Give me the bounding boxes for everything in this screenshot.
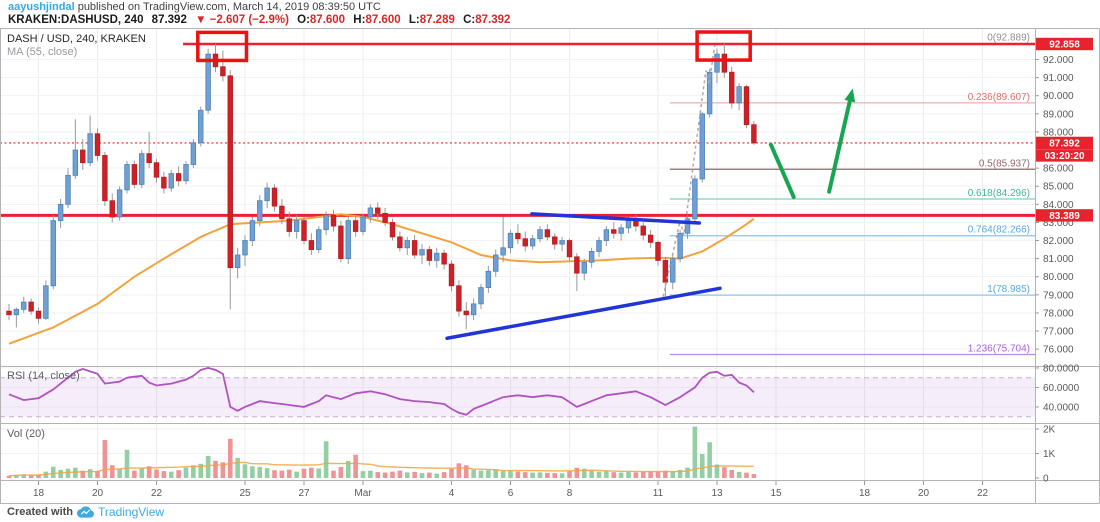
svg-text:78.000: 78.000	[1043, 308, 1074, 319]
annotations-layer	[196, 30, 856, 341]
svg-text:92.000: 92.000	[1043, 55, 1074, 66]
svg-text:0(92.889): 0(92.889)	[987, 32, 1030, 43]
svg-text:89.000: 89.000	[1043, 109, 1074, 120]
svg-text:6: 6	[508, 488, 514, 499]
svg-text:40.0000: 40.0000	[1043, 402, 1080, 413]
svg-text:13: 13	[711, 488, 723, 499]
svg-text:22: 22	[151, 488, 163, 499]
svg-text:1K: 1K	[1043, 449, 1056, 460]
svg-text:79.000: 79.000	[1043, 290, 1074, 301]
svg-text:15: 15	[770, 488, 782, 499]
svg-text:92.858: 92.858	[1049, 40, 1080, 51]
svg-text:86.000: 86.000	[1043, 164, 1074, 175]
svg-text:Mar: Mar	[354, 488, 372, 499]
rsi-line	[8, 366, 755, 416]
svg-text:83.389: 83.389	[1049, 211, 1080, 222]
svg-text:83.000: 83.000	[1043, 218, 1074, 229]
created-with-label: Created with	[7, 506, 74, 518]
tradingview-cloud-icon	[77, 506, 95, 518]
last-price: 87.392	[151, 14, 187, 26]
svg-text:87.392: 87.392	[1049, 138, 1080, 149]
svg-text:4: 4	[449, 488, 455, 499]
ohlc-open: O:87.600	[297, 14, 346, 26]
svg-text:1.236(75.704): 1.236(75.704)	[968, 343, 1030, 354]
svg-text:76.000: 76.000	[1043, 345, 1074, 356]
chart-canvas[interactable]: 0(92.889) 0.236(89.607) 0.5(85.937) 0.618(8…	[0, 28, 1100, 506]
ohlc-high: H:87.600	[353, 14, 401, 26]
svg-text:20: 20	[92, 488, 104, 499]
svg-text:22: 22	[977, 488, 989, 499]
svg-text:85.000: 85.000	[1043, 182, 1074, 193]
ohlc-close: C:87.392	[463, 14, 511, 26]
ohlc-low: L:87.289	[408, 14, 455, 26]
byline-text: published on TradingView.com, March 14, …	[74, 1, 381, 13]
svg-text:80.000: 80.000	[1043, 272, 1074, 283]
svg-text:60.0000: 60.0000	[1043, 383, 1080, 394]
svg-text:88.000: 88.000	[1043, 127, 1074, 138]
svg-text:82.000: 82.000	[1043, 236, 1074, 247]
price-badges: 92.858 87.392 03:20:20 83.389	[1036, 37, 1093, 222]
chart-legend-title: DASH / USD, 240, KRAKEN	[7, 33, 146, 45]
symbol-label: KRAKEN:DASHUSD, 240	[8, 14, 144, 26]
chart-legend: DASH / USD, 240, KRAKEN MA (55, close)	[7, 33, 146, 59]
svg-text:0.764(82.266): 0.764(82.266)	[968, 225, 1030, 236]
price-axis[interactable]: 92.000 91.000 90.000 89.000 88.000 86.000 85.0…	[1035, 55, 1080, 485]
author-link[interactable]: aayushjindal	[8, 1, 75, 13]
svg-text:0.5(85.937): 0.5(85.937)	[979, 158, 1030, 169]
svg-text:0.618(84.296): 0.618(84.296)	[968, 188, 1030, 199]
svg-text:18: 18	[33, 488, 45, 499]
footer: Created with TradingView	[7, 503, 164, 521]
svg-text:80.0000: 80.0000	[1043, 363, 1080, 374]
rsi-legend: RSI (14, close)	[7, 370, 80, 382]
svg-text:90.000: 90.000	[1043, 91, 1074, 102]
volume-panel	[6, 426, 757, 478]
svg-text:0.236(89.607): 0.236(89.607)	[968, 92, 1030, 103]
svg-text:77.000: 77.000	[1043, 327, 1074, 338]
quote-line: KRAKEN:DASHUSD, 240 87.392 ▼ −2.607 (−2.…	[8, 14, 510, 27]
svg-text:81.000: 81.000	[1043, 254, 1074, 265]
svg-text:25: 25	[239, 488, 251, 499]
grid-vertical	[38, 29, 983, 480]
svg-text:0: 0	[1043, 474, 1049, 485]
svg-text:8: 8	[567, 488, 573, 499]
time-axis[interactable]: 18 20 22 25 27 Mar 4 6 8 11 13 15 18 20 22	[33, 481, 989, 499]
rsi-band	[0, 377, 1035, 418]
candles-layer	[6, 43, 757, 330]
alert-lines	[0, 42, 1035, 217]
price-change: ▼ −2.607 (−2.9%)	[195, 14, 289, 26]
svg-text:18: 18	[859, 488, 871, 499]
svg-text:03:20:20: 03:20:20	[1044, 151, 1084, 162]
svg-text:2K: 2K	[1043, 425, 1056, 436]
svg-text:1(78.985): 1(78.985)	[987, 284, 1030, 295]
ma55-line	[8, 213, 755, 345]
byline: aayushjindal published on TradingView.co…	[8, 1, 381, 13]
svg-text:84.000: 84.000	[1043, 200, 1074, 211]
ma-legend: MA (55, close)	[7, 46, 78, 58]
svg-text:91.000: 91.000	[1043, 73, 1074, 84]
svg-text:11: 11	[653, 488, 664, 499]
svg-text:20: 20	[918, 488, 930, 499]
svg-text:27: 27	[298, 488, 310, 499]
volume-legend: Vol (20)	[7, 428, 45, 440]
tradingview-brand-link[interactable]: TradingView	[98, 505, 165, 519]
